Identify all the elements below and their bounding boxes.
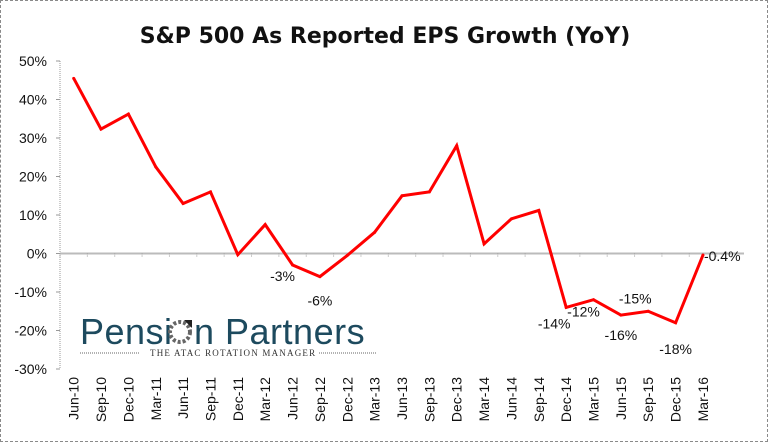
x-tick-label: Mar-13 xyxy=(367,377,383,422)
logo-text-part2: n Partners xyxy=(194,311,365,352)
chart-title: S&P 500 As Reported EPS Growth (YoY) xyxy=(140,24,631,49)
y-tick-label: 20% xyxy=(19,169,47,185)
data-point xyxy=(72,76,76,80)
pension-partners-logo: Pensi n Partners THE ATAC ROTATION MANAG… xyxy=(80,311,377,358)
x-tick-label: Sep-12 xyxy=(312,377,328,422)
data-point xyxy=(318,275,322,279)
y-tick-label: 0% xyxy=(27,246,47,262)
x-tick-label: Dec-13 xyxy=(449,377,465,422)
data-point xyxy=(236,253,240,257)
data-point xyxy=(674,321,678,325)
data-labels: -3% -6% -14%-12% -16% -15% -18% -0.4% xyxy=(270,248,740,357)
data-point xyxy=(564,305,568,309)
logo-text-part1: Pensi xyxy=(80,311,173,352)
data-point xyxy=(646,309,650,313)
data-point xyxy=(400,194,404,198)
data-label: -6% xyxy=(307,293,332,309)
x-tick-label: Mar-15 xyxy=(586,377,602,422)
x-tick-label: Sep-13 xyxy=(421,377,437,422)
x-tick-label: Jun-10 xyxy=(66,377,82,420)
y-tick-label: -30% xyxy=(14,361,47,377)
series-layer xyxy=(72,76,705,325)
data-point xyxy=(154,165,158,169)
data-point xyxy=(345,253,349,257)
x-tick-label: Dec-15 xyxy=(668,377,684,422)
y-tick-label: 10% xyxy=(19,207,47,223)
x-tick-label: Sep-15 xyxy=(640,377,656,422)
data-point xyxy=(509,217,513,221)
x-tick-label: Dec-11 xyxy=(230,377,246,421)
data-point xyxy=(263,223,267,227)
data-point xyxy=(592,298,596,302)
rotation-arrow-icon xyxy=(168,320,192,344)
data-point xyxy=(619,313,623,317)
data-point xyxy=(291,263,295,267)
data-point xyxy=(208,190,212,194)
x-tick-label: Jun-11 xyxy=(175,377,191,419)
x-tick-label: Mar-11 xyxy=(148,377,164,421)
logo-tagline: THE ATAC ROTATION MANAGER xyxy=(150,348,316,358)
x-tick-label: Sep-11 xyxy=(202,377,218,421)
x-tick-label: Mar-16 xyxy=(695,377,711,422)
data-label: -0.4% xyxy=(704,248,741,264)
x-tick-label: Sep-14 xyxy=(531,377,547,422)
x-tick-label: Dec-12 xyxy=(339,377,355,422)
y-tick-label: 40% xyxy=(19,92,47,108)
y-tick-label: -20% xyxy=(14,323,47,339)
x-axis: Jun-10 Sep-10 Dec-10 Mar-11 Jun-11 Sep-11 Dec-… xyxy=(59,252,744,422)
data-label: -15% xyxy=(619,290,652,306)
x-tick-label: Jun-12 xyxy=(285,377,301,420)
data-point xyxy=(482,242,486,246)
y-tick-label: 30% xyxy=(19,130,47,146)
data-point xyxy=(537,208,541,212)
x-tick-label: Jun-13 xyxy=(394,377,410,420)
data-point xyxy=(427,190,431,194)
data-label: -3% xyxy=(270,268,295,284)
data-point xyxy=(701,253,705,257)
data-point xyxy=(455,144,459,148)
x-tick-label: Jun-15 xyxy=(613,377,629,420)
data-point xyxy=(99,127,103,131)
x-tick-label: Mar-14 xyxy=(476,377,492,422)
series-line xyxy=(72,77,705,325)
data-label: -12% xyxy=(567,304,600,320)
y-tick-label: 50% xyxy=(19,53,47,69)
x-tick-label: Dec-14 xyxy=(558,377,574,422)
x-tick-label: Jun-14 xyxy=(503,377,519,420)
x-tick-label: Sep-10 xyxy=(93,377,109,422)
x-tick-label: Dec-10 xyxy=(120,377,136,422)
data-point xyxy=(181,201,185,205)
y-tick-label: -10% xyxy=(14,284,47,300)
data-label: -18% xyxy=(659,341,692,357)
x-tick-label: Mar-12 xyxy=(257,377,273,422)
data-label: -16% xyxy=(605,327,638,343)
y-axis: 50% 40% 30% 20% 10% 0% -10% -20% -30% xyxy=(14,53,61,377)
data-point xyxy=(126,112,130,116)
data-point xyxy=(373,230,377,234)
data-label: -14% xyxy=(538,315,571,331)
